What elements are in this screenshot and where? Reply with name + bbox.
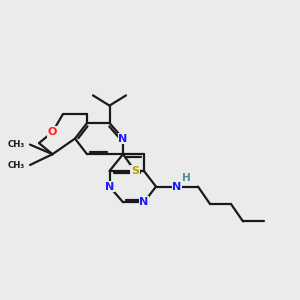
Text: N: N [140, 197, 148, 207]
Text: H: H [182, 173, 191, 183]
Text: N: N [105, 182, 114, 192]
Text: CH₃: CH₃ [8, 140, 25, 149]
Text: S: S [131, 166, 139, 176]
Text: CH₃: CH₃ [8, 160, 25, 169]
Text: N: N [118, 134, 127, 144]
Text: O: O [48, 127, 57, 137]
Text: N: N [172, 182, 182, 192]
